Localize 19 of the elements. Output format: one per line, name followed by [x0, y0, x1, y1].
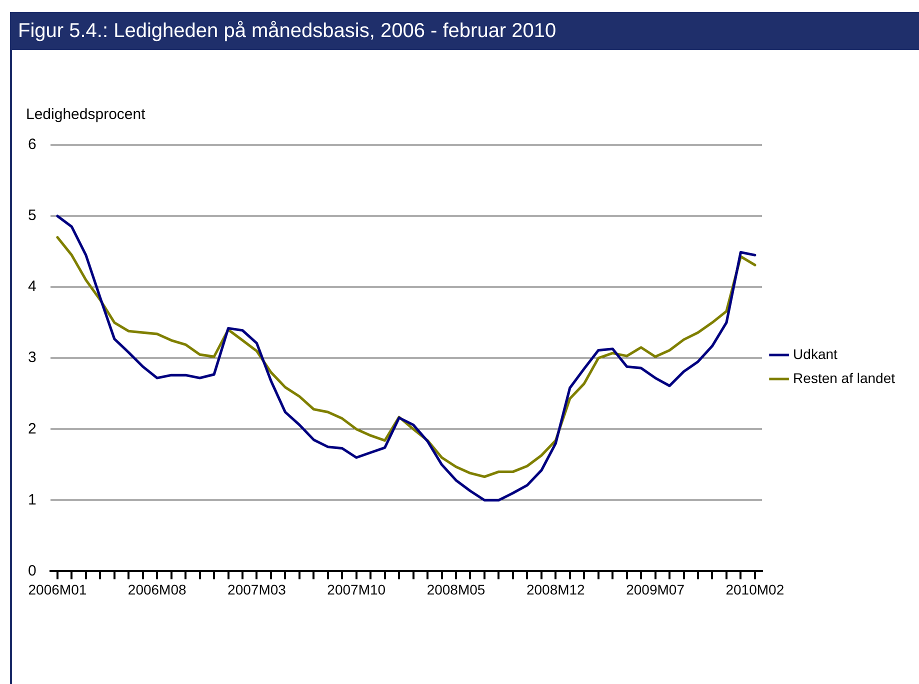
legend-label: Resten af landet: [793, 370, 896, 386]
y-tick-label: 6: [28, 136, 36, 154]
x-tick-label: 2010M02: [726, 581, 784, 598]
y-tick-label: 4: [28, 278, 36, 296]
y-tick-label: 1: [28, 491, 36, 508]
x-tick-label: 2007M10: [327, 581, 386, 598]
y-axis-title: Ledighedsprocent: [26, 106, 146, 123]
y-tick-label: 5: [28, 207, 36, 224]
x-tick-label: 2008M12: [526, 581, 586, 598]
x-tick-label: 2008M05: [426, 581, 486, 598]
legend-label: Udkant: [793, 346, 838, 362]
y-tick-label: 3: [28, 349, 36, 366]
x-tick-label: 2006M08: [128, 581, 186, 598]
chart-title: Figur 5.4.: Ledigheden på månedsbasis, 2006 - februar 2010: [10, 12, 919, 50]
x-tick-label: 2009M07: [626, 581, 685, 598]
x-tick-label: 2007M03: [228, 581, 286, 598]
y-tick-label: 0: [28, 562, 36, 580]
x-tick-label: 2006M01: [28, 581, 87, 598]
y-tick-label: 2: [28, 420, 36, 438]
